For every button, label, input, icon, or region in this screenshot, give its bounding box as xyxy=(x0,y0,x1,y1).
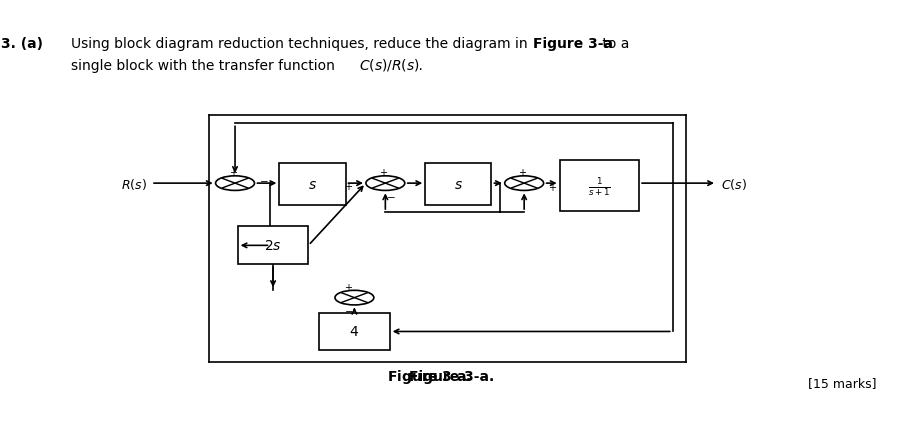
Text: $R(s)$: $R(s)$ xyxy=(121,176,146,191)
Text: $\frac{1}{s+1}$: $\frac{1}{s+1}$ xyxy=(588,175,611,197)
Bar xyxy=(319,313,390,350)
Text: Figure 3-a: Figure 3-a xyxy=(533,37,613,51)
Circle shape xyxy=(366,176,405,191)
Bar xyxy=(560,160,639,212)
Text: $-$: $-$ xyxy=(259,175,268,185)
Text: 3. (a): 3. (a) xyxy=(1,37,42,51)
Text: to a: to a xyxy=(598,37,629,51)
Circle shape xyxy=(335,291,374,305)
Text: $+$: $+$ xyxy=(379,167,388,178)
Text: $+$: $+$ xyxy=(518,167,527,178)
Text: $-$: $-$ xyxy=(387,191,396,201)
Circle shape xyxy=(505,176,543,191)
Bar xyxy=(426,164,492,205)
Text: Figure 3-a.: Figure 3-a. xyxy=(409,369,495,383)
Text: $s$: $s$ xyxy=(308,178,317,191)
Bar xyxy=(238,227,309,265)
Text: $C(s)$: $C(s)$ xyxy=(721,176,747,191)
Text: $+$: $+$ xyxy=(228,167,238,178)
Text: $2s$: $2s$ xyxy=(264,239,282,253)
Text: single block with the transfer function: single block with the transfer function xyxy=(72,59,340,73)
Text: [15 marks]: [15 marks] xyxy=(808,376,876,389)
Text: $\mathbf{Figure\ 3\text{-}a.}$: $\mathbf{Figure\ 3\text{-}a.}$ xyxy=(387,367,472,385)
Text: $+$: $+$ xyxy=(344,181,353,191)
Text: $C(s)/R(s)$.: $C(s)/R(s)$. xyxy=(359,57,424,73)
Text: $+$: $+$ xyxy=(344,281,353,292)
Text: $s$: $s$ xyxy=(454,178,462,191)
Bar xyxy=(279,164,345,205)
Text: $-$: $-$ xyxy=(344,304,354,314)
Text: Using block diagram reduction techniques, reduce the diagram in: Using block diagram reduction techniques… xyxy=(72,37,532,51)
Text: $+$: $+$ xyxy=(548,182,557,193)
Text: $4$: $4$ xyxy=(349,325,359,339)
Circle shape xyxy=(216,176,254,191)
